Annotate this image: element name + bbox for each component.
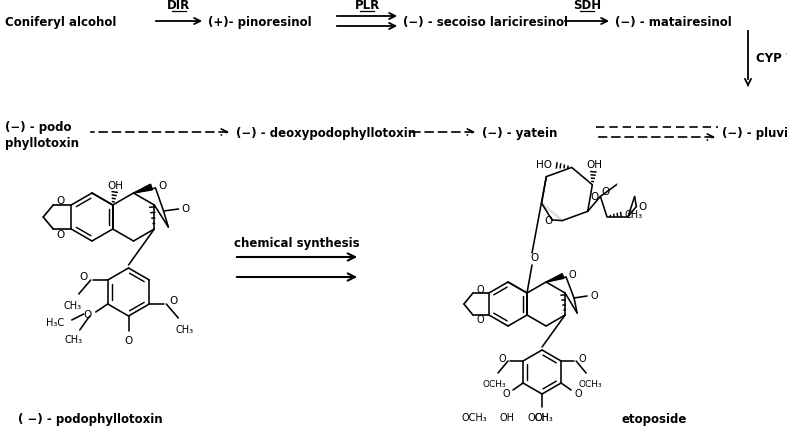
Text: chemical synthesis: chemical synthesis: [235, 237, 360, 250]
Text: O: O: [545, 215, 553, 226]
Text: (−) - yatein: (−) - yatein: [482, 126, 557, 139]
Text: H₃C: H₃C: [46, 317, 64, 327]
Text: (−) - podo: (−) - podo: [5, 120, 72, 133]
Text: (−) - pluviatolide: (−) - pluviatolide: [722, 126, 787, 139]
Text: HO: HO: [536, 160, 552, 170]
Text: O: O: [476, 284, 484, 294]
Text: etoposide: etoposide: [621, 413, 686, 426]
Text: Coniferyl alcohol: Coniferyl alcohol: [5, 15, 116, 28]
Text: O: O: [56, 195, 65, 205]
Text: PLR: PLR: [354, 0, 379, 12]
Text: O: O: [169, 295, 178, 305]
Text: CH₃: CH₃: [65, 334, 83, 344]
Text: OH: OH: [534, 412, 549, 422]
Text: (−) - deoxypodophyllotoxin: (−) - deoxypodophyllotoxin: [236, 126, 416, 139]
Text: CH₃: CH₃: [64, 300, 82, 310]
Text: O: O: [181, 204, 190, 213]
Text: (−) - matairesinol: (−) - matairesinol: [615, 15, 732, 28]
Text: (−) - secoiso lariciresinol: (−) - secoiso lariciresinol: [403, 15, 568, 28]
Text: O: O: [476, 314, 484, 324]
Text: O: O: [56, 230, 65, 240]
Text: O: O: [79, 272, 87, 281]
Text: CH₃: CH₃: [176, 324, 194, 334]
Text: O: O: [158, 180, 167, 191]
Polygon shape: [546, 274, 564, 283]
Text: SDH: SDH: [573, 0, 601, 12]
Text: O: O: [574, 388, 582, 398]
Text: O: O: [568, 269, 576, 279]
Text: O: O: [590, 290, 598, 300]
Text: O: O: [502, 388, 510, 398]
Text: O: O: [601, 187, 609, 197]
Text: O: O: [498, 353, 506, 363]
Text: ( −) - podophyllotoxin: ( −) - podophyllotoxin: [18, 413, 163, 426]
Text: O: O: [590, 191, 598, 201]
Text: OCH₃: OCH₃: [482, 379, 506, 388]
Text: OH: OH: [108, 180, 124, 191]
Text: O: O: [124, 335, 133, 345]
Text: OCH₃: OCH₃: [461, 412, 487, 422]
Text: O: O: [578, 353, 586, 363]
Text: OH: OH: [586, 159, 602, 170]
Text: O: O: [638, 202, 646, 212]
Polygon shape: [134, 185, 153, 194]
Text: OCH₃: OCH₃: [527, 412, 553, 422]
Text: CH₃: CH₃: [625, 209, 643, 219]
Text: O: O: [530, 252, 538, 262]
Text: CYP 719 A 23: CYP 719 A 23: [756, 51, 787, 64]
Text: DIR: DIR: [168, 0, 190, 12]
Text: OH: OH: [500, 412, 515, 422]
Text: (+)- pinoresinol: (+)- pinoresinol: [208, 15, 312, 28]
Text: OCH₃: OCH₃: [578, 379, 602, 388]
Text: O: O: [83, 309, 92, 319]
Text: phyllotoxin: phyllotoxin: [5, 137, 79, 150]
